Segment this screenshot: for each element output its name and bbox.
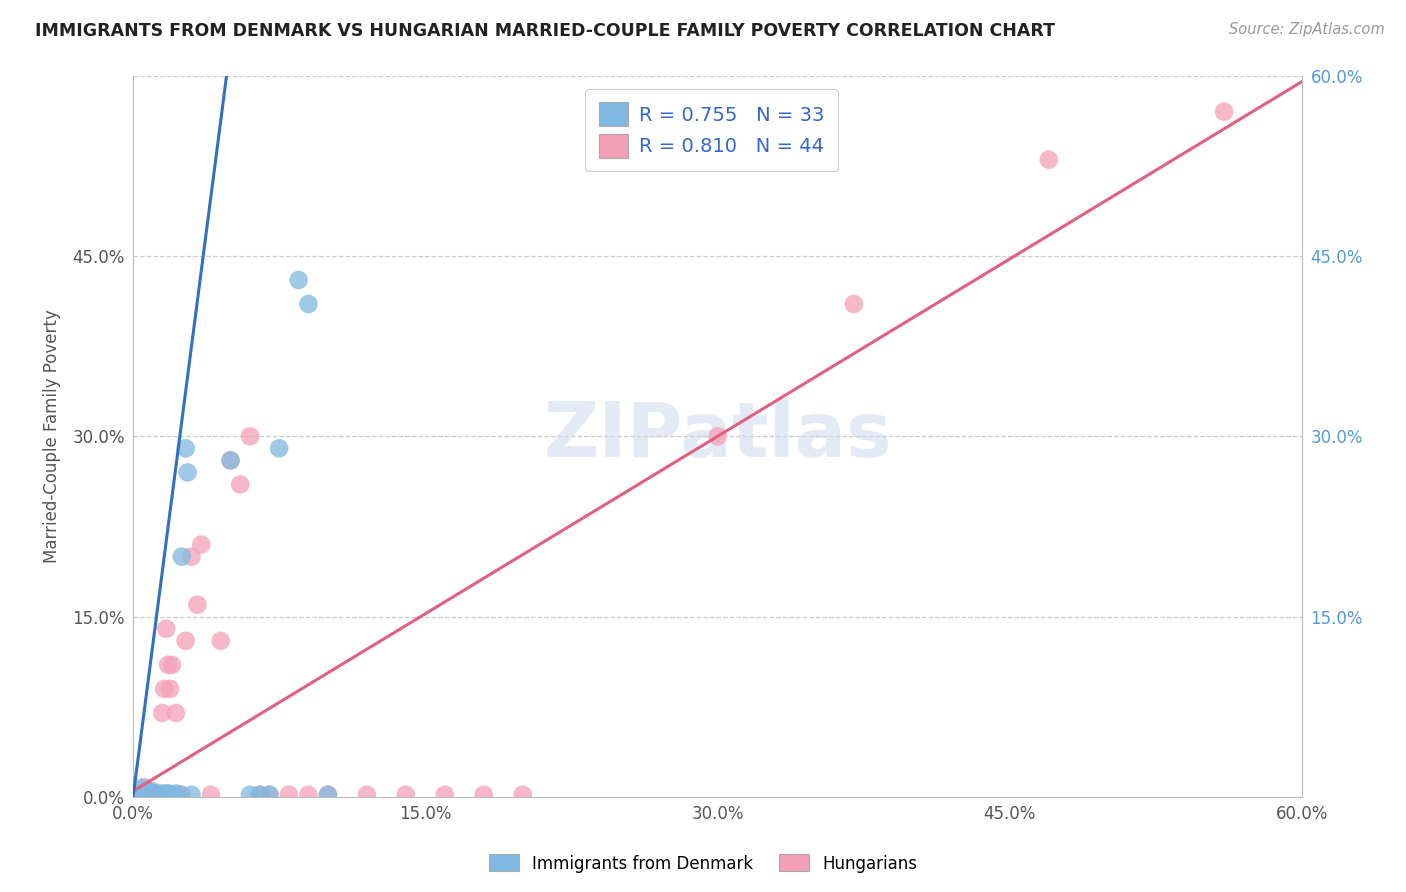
- Point: [157, 787, 180, 801]
- Point: [297, 297, 319, 311]
- Point: [277, 788, 299, 802]
- Point: [139, 788, 162, 802]
- Point: [842, 297, 865, 311]
- Text: Source: ZipAtlas.com: Source: ZipAtlas.com: [1229, 22, 1385, 37]
- Point: [145, 788, 167, 802]
- Point: [229, 477, 252, 491]
- Point: [149, 788, 172, 802]
- Point: [139, 785, 162, 799]
- Y-axis label: Married-Couple Family Poverty: Married-Couple Family Poverty: [44, 310, 60, 563]
- Point: [395, 788, 418, 802]
- Point: [145, 788, 167, 802]
- Point: [170, 549, 193, 564]
- Point: [356, 788, 378, 802]
- Point: [259, 788, 281, 802]
- Point: [141, 788, 163, 802]
- Legend: R = 0.755   N = 33, R = 0.810   N = 44: R = 0.755 N = 33, R = 0.810 N = 44: [585, 89, 838, 171]
- Point: [160, 788, 183, 802]
- Point: [1213, 104, 1236, 119]
- Point: [219, 453, 242, 467]
- Text: IMMIGRANTS FROM DENMARK VS HUNGARIAN MARRIED-COUPLE FAMILY POVERTY CORRELATION C: IMMIGRANTS FROM DENMARK VS HUNGARIAN MAR…: [35, 22, 1054, 40]
- Point: [174, 633, 197, 648]
- Point: [165, 706, 187, 720]
- Point: [135, 787, 157, 801]
- Point: [269, 442, 291, 456]
- Point: [297, 788, 319, 802]
- Point: [1038, 153, 1060, 167]
- Point: [174, 442, 197, 456]
- Point: [129, 788, 152, 802]
- Point: [512, 788, 534, 802]
- Point: [316, 788, 339, 802]
- Point: [186, 598, 208, 612]
- Point: [200, 788, 222, 802]
- Point: [153, 788, 176, 802]
- Point: [139, 785, 162, 799]
- Point: [176, 466, 198, 480]
- Legend: Immigrants from Denmark, Hungarians: Immigrants from Denmark, Hungarians: [482, 847, 924, 880]
- Point: [287, 273, 309, 287]
- Point: [150, 706, 173, 720]
- Point: [141, 788, 163, 802]
- Point: [239, 788, 262, 802]
- Point: [132, 788, 155, 802]
- Point: [155, 622, 177, 636]
- Point: [139, 788, 162, 802]
- Point: [180, 788, 202, 802]
- Point: [159, 681, 181, 696]
- Point: [148, 787, 170, 801]
- Point: [316, 788, 339, 802]
- Point: [249, 788, 271, 802]
- Point: [433, 788, 456, 802]
- Point: [169, 788, 191, 802]
- Point: [143, 787, 166, 801]
- Point: [180, 549, 202, 564]
- Point: [706, 429, 728, 443]
- Point: [135, 788, 157, 802]
- Point: [132, 780, 155, 795]
- Text: ZIPatlas: ZIPatlas: [543, 400, 891, 474]
- Point: [141, 784, 163, 798]
- Point: [155, 787, 177, 801]
- Point: [160, 657, 183, 672]
- Point: [134, 785, 156, 799]
- Point: [259, 788, 281, 802]
- Point: [143, 788, 166, 802]
- Point: [150, 787, 173, 801]
- Point: [170, 788, 193, 802]
- Point: [141, 785, 163, 799]
- Point: [190, 538, 212, 552]
- Point: [138, 787, 160, 801]
- Point: [219, 453, 242, 467]
- Point: [138, 784, 160, 798]
- Point: [157, 657, 180, 672]
- Point: [132, 788, 155, 802]
- Point: [239, 429, 262, 443]
- Point: [149, 788, 172, 802]
- Point: [153, 681, 176, 696]
- Point: [148, 788, 170, 802]
- Point: [134, 780, 156, 795]
- Point: [249, 788, 271, 802]
- Point: [472, 788, 495, 802]
- Point: [165, 787, 187, 801]
- Point: [138, 788, 160, 802]
- Point: [209, 633, 232, 648]
